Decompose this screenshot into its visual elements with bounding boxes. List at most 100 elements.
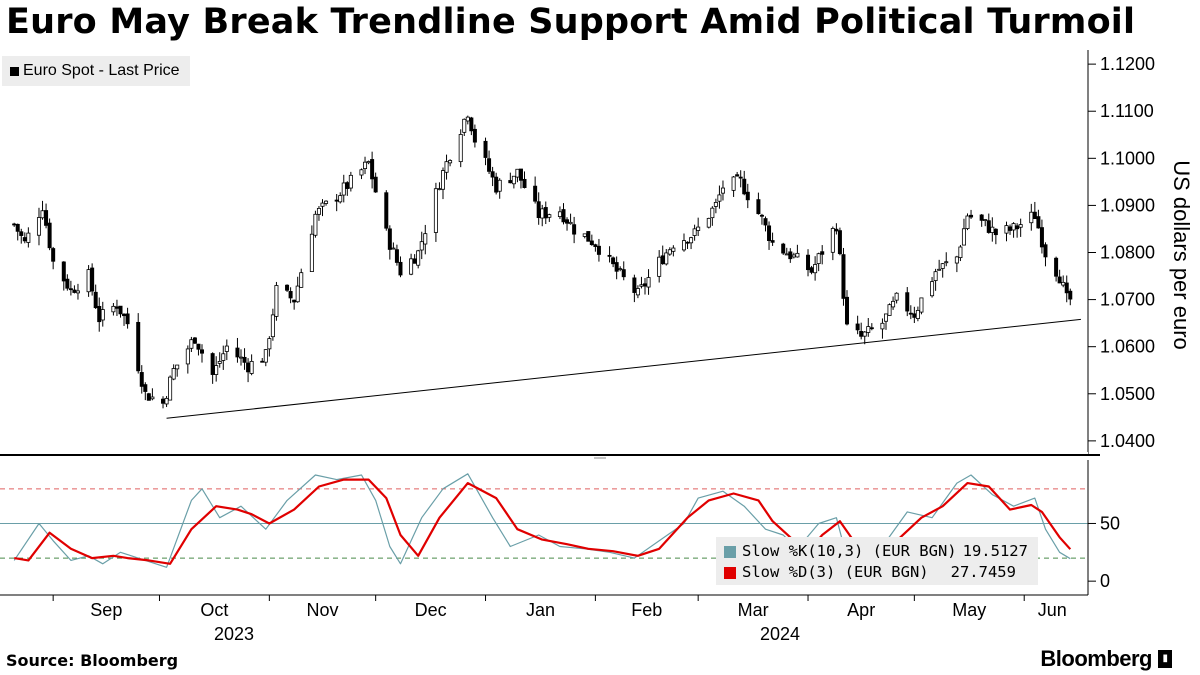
candle [97,297,102,332]
candle [979,214,984,227]
candle [646,269,651,295]
candle [990,217,995,242]
price-y-tick-label: 1.0800 [1100,243,1155,263]
candle [781,242,786,255]
candle [830,226,835,261]
candle [969,209,974,219]
candle [125,307,130,329]
candle [643,277,648,295]
candle [416,249,421,269]
candle [90,263,95,296]
x-month-label-feb: Feb [631,600,662,620]
candle [334,193,339,212]
chart-title: Euro May Break Trendline Support Amid Po… [6,2,1136,42]
candle [384,190,389,231]
candle [370,151,375,189]
candle [462,118,467,137]
price-y-tick-label: 1.1000 [1100,148,1155,168]
candle [1036,209,1041,229]
candle [72,285,77,294]
candle [267,336,272,357]
candle [19,228,24,244]
candle [494,172,499,195]
candle [1004,221,1009,242]
x-month-label-mar: Mar [738,600,769,620]
candle [593,243,598,252]
candle [1015,223,1020,238]
candle [586,231,591,242]
candle [809,265,814,275]
candle [788,248,793,263]
candle [866,318,871,337]
candle [511,175,516,189]
candle [639,276,644,289]
x-axis: Sep Oct Nov Dec Jan Feb Mar Apr May Jun 2023 2024 [0,594,1088,644]
candle [320,199,325,217]
candle [472,124,477,148]
x-month-labels: Sep Oct Nov Dec Jan Feb Mar Apr May Jun [90,600,1066,620]
candle [859,322,864,340]
candle [299,268,304,288]
x-month-label-sep: Sep [90,600,122,620]
oscillator-y-tick-label: 0 [1100,571,1110,591]
candle [1061,275,1066,288]
candle [543,201,548,225]
candle [196,343,201,356]
oscillator-legend: Slow %K(10,3) (EUR BGN) 19.5127 Slow %D(… [716,537,1038,585]
candle [12,222,17,227]
candle [905,287,910,317]
price-y-ticks: 1.0400 1.0500 1.0600 1.0700 1.0800 1.0900 1.10… [1088,54,1155,451]
price-y-tick-label: 1.1100 [1100,101,1154,121]
candle [706,217,711,229]
x-month-label-jan: Jan [526,600,555,620]
candle [589,234,594,246]
candle [621,261,626,281]
candle [983,219,988,227]
candle [391,242,396,250]
candle [961,218,966,246]
candle [469,116,474,136]
oscillator-reference-lines [0,488,1088,559]
oscillator-legend-swatch-d [724,566,736,579]
candle [341,174,346,203]
candle [908,305,913,320]
candle [1054,256,1059,282]
candle [122,313,127,326]
candle [487,150,492,175]
oscillator-y-ticks: 0 50 [1088,513,1120,591]
candle [22,232,27,244]
candle [313,210,318,238]
candle [217,352,222,368]
oscillator-legend-swatch-k [724,545,736,558]
candle [75,283,80,300]
candle [345,181,350,196]
candle [944,252,949,267]
candle [338,192,343,204]
trendline-support [166,318,1081,419]
candle [409,253,414,276]
candle [185,345,190,374]
candle [150,388,155,401]
candle [235,337,240,363]
candle [118,305,123,318]
candle [547,213,552,222]
candle [412,254,417,264]
candle [1008,224,1013,235]
candle [200,344,205,363]
price-y-tick-label: 1.0600 [1100,337,1155,357]
price-y-tick-label: 1.0500 [1100,384,1155,404]
candle [210,352,215,384]
candle [270,308,275,341]
candle [791,252,796,259]
candle [448,159,453,167]
candle [221,345,226,370]
candle [465,115,470,125]
candle [820,245,825,265]
candle [795,244,800,258]
oscillator-legend-label-d: Slow %D(3) (EUR BGN) [742,563,929,581]
oscillator-legend-label-k: Slow %K(10,3) (EUR BGN) [742,542,957,560]
candle [224,339,229,361]
candle [444,154,449,180]
candle [738,170,743,188]
candle [518,168,523,189]
